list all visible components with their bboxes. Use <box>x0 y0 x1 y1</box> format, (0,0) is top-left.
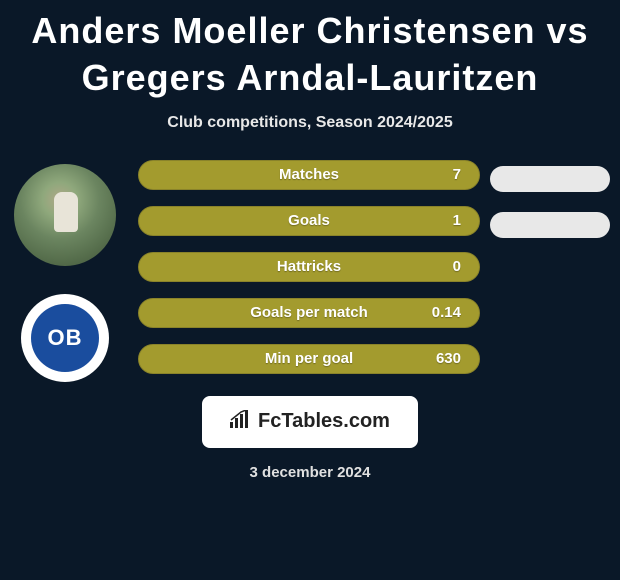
right-pill <box>490 166 610 192</box>
stat-value: 630 <box>436 350 461 367</box>
left-column: OB <box>10 160 120 382</box>
club-logo-text: OB <box>31 304 99 372</box>
club-logo: OB <box>21 294 109 382</box>
stats-area: OB Matches 7 Goals 1 Hattricks 0 Goals p… <box>0 160 620 390</box>
stat-label: Goals per match <box>250 304 368 321</box>
stat-value: 1 <box>453 212 461 229</box>
right-column <box>490 160 610 266</box>
player-photo <box>14 164 116 266</box>
comparison-card: Anders Moeller Christensen vs Gregers Ar… <box>0 0 620 481</box>
date-text: 3 december 2024 <box>0 464 620 481</box>
footer: FcTables.com 3 december 2024 <box>0 396 620 481</box>
stat-row-matches: Matches 7 <box>138 160 480 190</box>
page-title: Anders Moeller Christensen vs Gregers Ar… <box>0 8 620 114</box>
right-pill <box>490 212 610 238</box>
stat-label: Goals <box>288 212 330 229</box>
stats-list: Matches 7 Goals 1 Hattricks 0 Goals per … <box>120 160 490 390</box>
brand-badge[interactable]: FcTables.com <box>202 396 418 448</box>
stat-row-min-per-goal: Min per goal 630 <box>138 344 480 374</box>
stat-row-hattricks: Hattricks 0 <box>138 252 480 282</box>
stat-label: Min per goal <box>265 350 353 367</box>
stat-value: 0.14 <box>432 304 461 321</box>
subtitle: Club competitions, Season 2024/2025 <box>0 114 620 132</box>
stat-value: 0 <box>453 258 461 275</box>
brand-text: FcTables.com <box>258 410 390 433</box>
stat-label: Hattricks <box>277 258 341 275</box>
stat-row-goals: Goals 1 <box>138 206 480 236</box>
stat-value: 7 <box>453 166 461 183</box>
stat-label: Matches <box>279 166 339 183</box>
chart-icon <box>230 410 252 434</box>
stat-row-goals-per-match: Goals per match 0.14 <box>138 298 480 328</box>
